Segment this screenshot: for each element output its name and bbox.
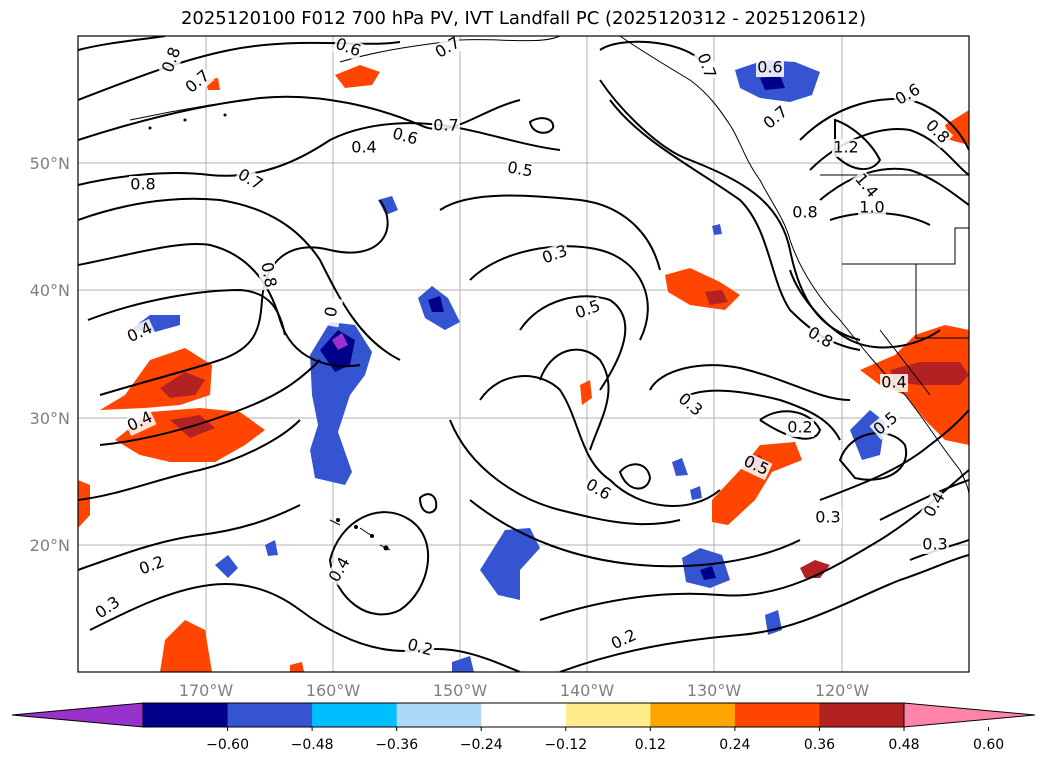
contour-label-bg [571, 296, 605, 324]
contour-label-bg [331, 36, 365, 62]
colorbar-tick-label: 0.12 [635, 737, 666, 753]
contour-label-bg [389, 124, 421, 150]
contour-label: 0.8 [257, 261, 280, 289]
longitude-labels: 170°W 160°W 150°W 140°W 130°W 120°W [179, 681, 870, 700]
lon-label: 160°W [306, 681, 361, 700]
contour-label-bg [692, 49, 720, 83]
contour-label: 0.4 [351, 138, 376, 157]
contour-label-bg [921, 536, 949, 554]
contour-label: 0.2 [787, 418, 812, 437]
colorbar-segment [396, 703, 482, 727]
contour-label: 0.6 [757, 58, 782, 77]
contour-label-bg [850, 169, 882, 203]
contour-label: 0.5 [506, 157, 534, 180]
contour-label: 1.2 [833, 138, 858, 157]
contour-label-bg [858, 199, 886, 217]
contour-label-bg [759, 102, 793, 134]
contour-label-bg [91, 592, 125, 624]
contour-label-bg [181, 66, 215, 98]
contour-label: 1.0 [859, 198, 884, 217]
contour-label: 0.3 [815, 508, 840, 527]
colorbar-extend-high [903, 702, 1036, 728]
colorbar-tick-label: 0.36 [804, 737, 835, 753]
contour-label-bg [869, 408, 903, 440]
lon-label: 120°W [815, 681, 870, 700]
contour-label-bg [233, 165, 267, 195]
colorbar-segment [734, 703, 820, 727]
colorbar-tick-label: −0.24 [460, 737, 503, 753]
latitude-labels: 50°N 40°N 30°N 20°N [30, 154, 70, 555]
colorbar-tick-label: 0.48 [888, 737, 919, 753]
colorbar-extend-low [11, 702, 144, 728]
contour-label-bg [607, 625, 641, 655]
contour-label-bg [756, 59, 784, 77]
colorbar-frame [142, 702, 905, 728]
contour-label-bg [129, 176, 157, 194]
colorbar-tick-label: 0.60 [973, 737, 1004, 753]
colorbar-segment [312, 703, 398, 727]
contour-label-bg [325, 553, 355, 587]
lon-label: 170°W [179, 681, 234, 700]
contour-label-bg [832, 139, 860, 157]
contour-label-bg [123, 318, 157, 348]
coastlines [129, 36, 969, 551]
contour-label: 0.3 [922, 535, 947, 554]
contour-label-bg [891, 80, 925, 110]
colorbar-tick-label: −0.60 [206, 737, 249, 753]
lon-label: 140°W [560, 681, 615, 700]
colorbar-segment [565, 703, 651, 727]
contour-label-bg [814, 509, 842, 527]
contour-label-bg [256, 259, 280, 291]
map-frame [77, 35, 970, 673]
contour-label-bg [504, 158, 536, 182]
contour-label-bg [123, 407, 157, 437]
contour-label-bg [350, 139, 378, 157]
contour-label-bg [803, 323, 837, 353]
colorbar-segment [481, 703, 567, 727]
contour-label: 0.7 [433, 116, 458, 135]
contour-label-bg [920, 115, 954, 149]
colorbar-segment [143, 703, 229, 727]
lon-label: 130°W [687, 681, 742, 700]
lat-label: 40°N [30, 281, 70, 300]
colorbar-segment [819, 703, 905, 727]
colorbar-segment [650, 703, 736, 727]
contour-label-bg [673, 389, 707, 421]
contour-label: 0 [321, 305, 341, 318]
contour-label-bg [404, 635, 436, 661]
colorbar-segment [227, 703, 313, 727]
contour-label-bg [739, 451, 773, 481]
contour-label-bg [920, 488, 950, 522]
contour-label-bg [158, 43, 186, 77]
lon-label: 150°W [433, 681, 488, 700]
contour-label-bg [432, 117, 460, 135]
contour-label-bg [135, 552, 169, 580]
contour-label-bg [431, 36, 465, 63]
colorbar-tick-label: −0.48 [291, 737, 334, 753]
contour-label-bg [791, 204, 819, 222]
contour-label: 0.8 [792, 203, 817, 222]
lat-label: 50°N [30, 154, 70, 173]
colorbar-tick-label: 0.24 [719, 737, 750, 753]
contour-label-bg [320, 296, 344, 328]
contour-label-bg [538, 241, 572, 269]
lat-label: 30°N [30, 409, 70, 428]
colorbar-tick-label: −0.12 [544, 737, 587, 753]
contour-label-bg [880, 374, 908, 392]
figure-title: 2025120100 F012 700 hPa PV, IVT Landfall… [180, 8, 867, 29]
lat-label: 20°N [30, 536, 70, 555]
contour-label: 0.8 [130, 175, 155, 194]
contour-label: 0.4 [881, 373, 906, 392]
colorbar: −0.60 −0.48 −0.36 −0.24 −0.12 0.12 0.24 0.36 0.4… [11, 702, 1036, 753]
islands [148, 113, 389, 551]
contour-label-bg [581, 475, 615, 505]
contour-label-bg [786, 419, 814, 437]
colorbar-tick-label: −0.36 [375, 737, 418, 753]
